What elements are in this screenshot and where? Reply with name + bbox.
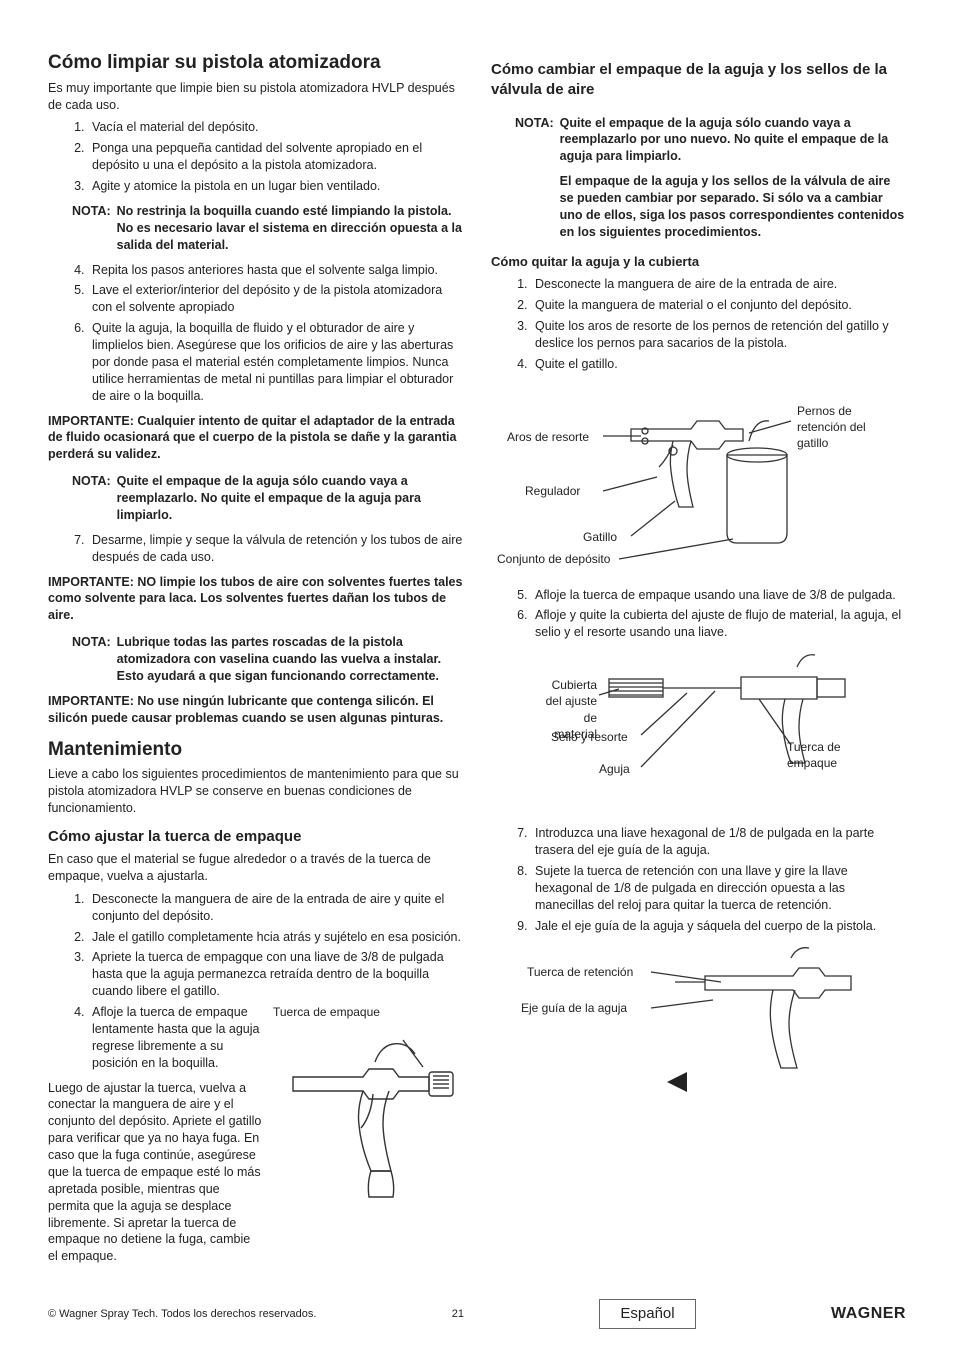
note-body: Quite el empaque de la aguja sólo cuando… bbox=[560, 115, 906, 166]
steps-c: Desarme, limpie y seque la válvula de re… bbox=[88, 532, 463, 566]
list-item: Afloje y quite la cubierta del ajuste de… bbox=[531, 607, 906, 641]
page-number: 21 bbox=[452, 1307, 464, 1322]
packing-nut-intro: En caso que el material se fugue alreded… bbox=[48, 851, 463, 885]
steps-d: Desconecte la manguera de aire de la ent… bbox=[88, 891, 463, 1072]
heading-maintenance: Mantenimiento bbox=[48, 737, 463, 763]
note-body: El empaque de la aguja y los sellos de l… bbox=[560, 173, 906, 241]
steps-a: Vacía el material del depósito. Ponga un… bbox=[88, 119, 463, 195]
heading-packing-nut: Cómo ajustar la tuerca de empaque bbox=[48, 827, 463, 847]
heading-change-packing: Cómo cambiar el empaque de la aguja y lo… bbox=[491, 60, 906, 101]
list-item: Jale el eje guía de la aguja y sáquela d… bbox=[531, 918, 906, 935]
fig3-aguja: Aguja bbox=[599, 761, 630, 777]
language-box: Español bbox=[599, 1299, 695, 1329]
fig2-gatillo: Gatillo bbox=[583, 529, 617, 545]
note-body-group: Quite el empaque de la aguja sólo cuando… bbox=[560, 115, 906, 241]
list-item: Jale el gatillo completamente hcia atrás… bbox=[88, 929, 463, 946]
note-label: NOTA: bbox=[515, 115, 554, 241]
list-item: Quite el gatillo. bbox=[531, 356, 906, 373]
brand-logo: WAGNER bbox=[831, 1303, 906, 1325]
note-label: NOTA: bbox=[72, 473, 111, 524]
list-item-text: Afloje la tuerca de empaque lentamente h… bbox=[92, 1005, 260, 1070]
list-item: Desconecte la manguera de aire de la ent… bbox=[531, 276, 906, 293]
fig4-eje: Eje guía de la aguja bbox=[521, 1000, 627, 1016]
figure-1-icon bbox=[273, 1022, 463, 1232]
list-item: Quite la aguja, la boquilla de fluido y … bbox=[88, 320, 463, 404]
list-item: Agite y atomice la pistola en un lugar b… bbox=[88, 178, 463, 195]
list-item: Repita los pasos anteriores hasta que el… bbox=[88, 262, 463, 279]
note-1: NOTA: No restrinja la boquilla cuando es… bbox=[72, 203, 463, 254]
list-item: Tuerca de empaque bbox=[88, 1004, 463, 1072]
intro-clean: Es muy importante que limpie bien su pis… bbox=[48, 80, 463, 114]
note-2: NOTA: Quite el empaque de la aguja sólo … bbox=[72, 473, 463, 524]
note-body: No restrinja la boquilla cuando esté lim… bbox=[117, 203, 463, 254]
fig2-conjunto: Conjunto de depósito bbox=[497, 551, 610, 567]
maint-intro: Lieve a cabo los siguientes procedimient… bbox=[48, 766, 463, 817]
fig3-sello: Sello y resorte bbox=[551, 729, 628, 745]
fig4-tuerca: Tuerca de retención bbox=[527, 964, 633, 980]
note-body: Lubrique todas las partes roscadas de la… bbox=[117, 634, 463, 685]
note-body: Quite el empaque de la aguja sólo cuando… bbox=[117, 473, 463, 524]
list-item: Quite la manguera de material o el conju… bbox=[531, 297, 906, 314]
left-column: Cómo limpiar su pistola atomizadora Es m… bbox=[48, 50, 463, 1271]
note-label: NOTA: bbox=[72, 203, 111, 254]
figure-1-wrap: Tuerca de empaque bbox=[273, 1004, 463, 1237]
note-3: NOTA: Lubrique todas las partes roscadas… bbox=[72, 634, 463, 685]
fig2-regulador: Regulador bbox=[525, 483, 580, 499]
list-item: Introduzca una liave hexagonal de 1/8 de… bbox=[531, 825, 906, 859]
figure-1-label: Tuerca de empaque bbox=[273, 1004, 463, 1020]
list-item: Desconecte la manguera de aire de la ent… bbox=[88, 891, 463, 925]
list-item: Afloje la tuerca de empaque usando una l… bbox=[531, 587, 906, 604]
copyright: © Wagner Spray Tech. Todos los derechos … bbox=[48, 1307, 316, 1322]
list-item: Lave el exterior/interior del depósito y… bbox=[88, 282, 463, 316]
fig3-tuerca: Tuerca de empaque bbox=[787, 739, 857, 771]
importante-3: IMPORTANTE: No use ningún lubricante que… bbox=[48, 693, 463, 727]
list-item: Apriete la tuerca de empagque con una li… bbox=[88, 949, 463, 1000]
steps-g: Introduzca una liave hexagonal de 1/8 de… bbox=[531, 825, 906, 934]
steps-f: Afloje la tuerca de empaque usando una l… bbox=[531, 587, 906, 642]
note-label: NOTA: bbox=[72, 634, 111, 685]
steps-e: Desconecte la manguera de aire de la ent… bbox=[531, 276, 906, 372]
steps-b: Repita los pasos anteriores hasta que el… bbox=[88, 262, 463, 405]
list-item: Desarme, limpie y seque la válvula de re… bbox=[88, 532, 463, 566]
importante-1: IMPORTANTE: Cualquier intento de quitar … bbox=[48, 413, 463, 464]
list-item: Ponga una pepqueña cantidad del solvente… bbox=[88, 140, 463, 174]
fig2-aros: Aros de resorte bbox=[507, 429, 589, 445]
importante-2: IMPORTANTE: NO limpie los tubos de aire … bbox=[48, 574, 463, 625]
right-column: Cómo cambiar el empaque de la aguja y lo… bbox=[491, 50, 906, 1271]
figure-4: Tuerca de retención Eje guía de la aguja bbox=[491, 942, 906, 1132]
page-footer: © Wagner Spray Tech. Todos los derechos … bbox=[48, 1299, 906, 1329]
heading-clean: Cómo limpiar su pistola atomizadora bbox=[48, 50, 463, 76]
heading-remove-needle: Cómo quitar la aguja y la cubierta bbox=[491, 253, 906, 271]
list-item: Vacía el material del depósito. bbox=[88, 119, 463, 136]
figure-3: Cubierta del ajuste de material Sello y … bbox=[491, 649, 906, 819]
list-item: Sujete la tuerca de retención con una ll… bbox=[531, 863, 906, 914]
figure-2: Aros de resorte Regulador Gatillo Conjun… bbox=[491, 381, 906, 581]
note-a: NOTA: Quite el empaque de la aguja sólo … bbox=[515, 115, 906, 241]
list-item: Quite los aros de resorte de los pernos … bbox=[531, 318, 906, 352]
fig2-pernos: Pernos de retención del gatillo bbox=[797, 403, 877, 452]
